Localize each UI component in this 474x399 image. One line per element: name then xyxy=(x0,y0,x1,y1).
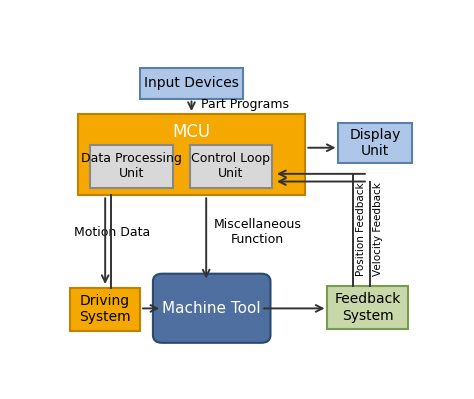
FancyBboxPatch shape xyxy=(153,274,271,343)
Text: Motion Data: Motion Data xyxy=(74,226,150,239)
Text: Miscellaneous
Function: Miscellaneous Function xyxy=(213,218,301,246)
FancyBboxPatch shape xyxy=(140,68,243,99)
Text: Display
Unit: Display Unit xyxy=(349,128,401,158)
FancyBboxPatch shape xyxy=(328,286,408,329)
FancyBboxPatch shape xyxy=(70,288,140,330)
Text: Velocity Feedback: Velocity Feedback xyxy=(373,182,383,276)
Text: MCU: MCU xyxy=(173,123,210,141)
FancyBboxPatch shape xyxy=(190,145,272,188)
Text: Part Programs: Part Programs xyxy=(201,98,289,111)
Text: Control Loop
Unit: Control Loop Unit xyxy=(191,152,271,180)
FancyBboxPatch shape xyxy=(338,123,412,163)
Text: Position Feedback: Position Feedback xyxy=(356,182,366,276)
FancyBboxPatch shape xyxy=(91,145,173,188)
Text: Feedback
System: Feedback System xyxy=(335,292,401,322)
Text: Driving
System: Driving System xyxy=(79,294,131,324)
Text: Input Devices: Input Devices xyxy=(144,76,239,90)
Text: Machine Tool: Machine Tool xyxy=(163,301,261,316)
Text: Data Processing
Unit: Data Processing Unit xyxy=(82,152,182,180)
FancyBboxPatch shape xyxy=(78,114,305,196)
